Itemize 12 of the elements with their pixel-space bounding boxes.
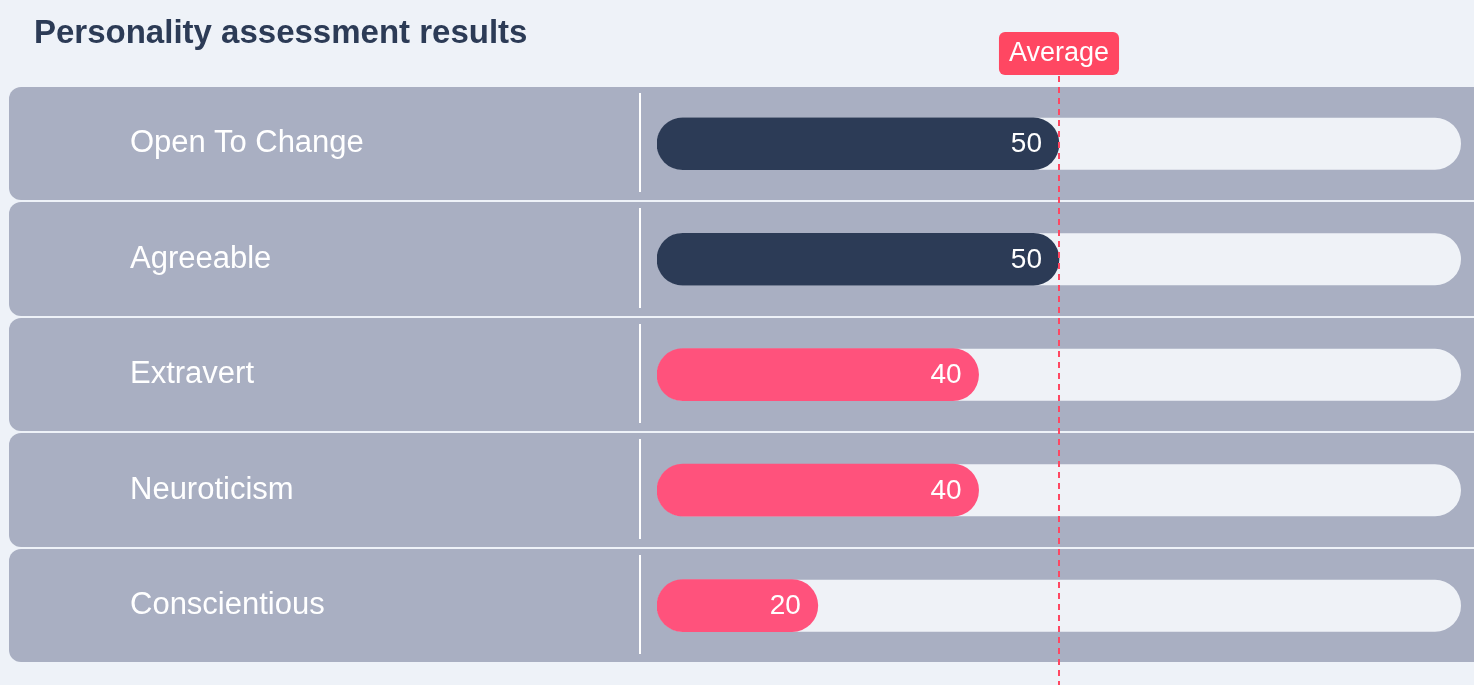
y-tick-label: Extravert [130, 355, 255, 391]
data-label: 50 [1010, 127, 1042, 159]
data-label: 40 [930, 358, 962, 390]
data-label: 20 [769, 589, 801, 621]
data-label: 50 [1010, 242, 1042, 274]
y-tick-label: Conscientious [130, 586, 325, 622]
data-label: 40 [930, 473, 962, 505]
ref-line-label: Average [1008, 37, 1110, 68]
text: Personality assessment results [34, 13, 528, 51]
y-tick-label: Neuroticism [130, 470, 294, 506]
y-tick-label: Agreeable [130, 239, 272, 275]
y-tick-label: Open To Change [130, 124, 364, 160]
